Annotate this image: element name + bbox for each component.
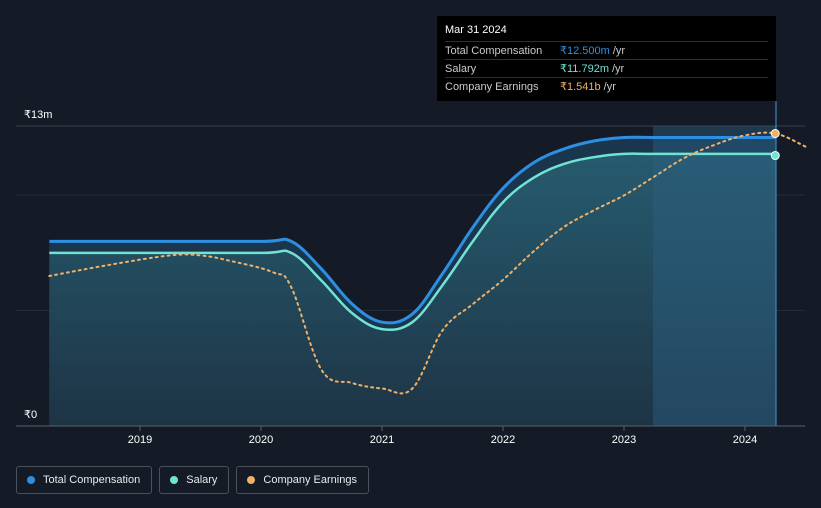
legend-label: Salary xyxy=(186,474,218,486)
salary-marker xyxy=(770,151,780,161)
tooltip-value: ₹1.541b xyxy=(560,81,601,93)
tooltip-label: Salary xyxy=(445,62,477,75)
series-areas xyxy=(49,137,776,426)
tooltip-unit: /yr xyxy=(612,62,625,75)
legend-item-company-earnings[interactable]: Company Earnings xyxy=(236,466,369,494)
x-tick-label: 2023 xyxy=(612,434,636,446)
tooltip-row-total-compensation: Total Compensation ₹12.500m /yr xyxy=(445,41,768,59)
legend-dot-icon xyxy=(27,476,35,484)
tooltip-unit: /yr xyxy=(603,80,616,93)
legend-item-total-compensation[interactable]: Total Compensation xyxy=(16,466,153,494)
company-earnings-line xyxy=(48,131,807,395)
hover-markers xyxy=(770,129,780,161)
tooltip-value: ₹12.500m xyxy=(560,45,610,57)
salary-area xyxy=(49,153,776,426)
series-lines xyxy=(48,131,807,395)
x-tick-label: 2020 xyxy=(249,434,273,446)
tooltip-row-salary: Salary ₹11.792m /yr xyxy=(445,59,768,77)
tooltip-unit: /yr xyxy=(612,44,626,57)
x-tick-label: 2019 xyxy=(128,434,152,446)
x-axis-ticks: 2019 2020 2021 2022 2023 2024 xyxy=(128,426,757,446)
tooltip-value: ₹11.792m xyxy=(560,63,609,75)
company-earnings-marker xyxy=(770,129,780,138)
salary-line xyxy=(49,152,776,332)
tooltip-label: Total Compensation xyxy=(445,44,543,57)
total-compensation-line xyxy=(49,135,776,325)
tooltip-label: Company Earnings xyxy=(445,80,539,93)
x-tick-label: 2022 xyxy=(491,434,515,446)
legend-label: Company Earnings xyxy=(263,474,357,486)
y-tick-bottom: ₹0 xyxy=(24,409,38,421)
tooltip-row-company-earnings: Company Earnings ₹1.541b /yr xyxy=(445,77,768,95)
legend-item-salary[interactable]: Salary xyxy=(159,466,230,494)
forecast-highlight xyxy=(653,126,776,426)
tooltip: Mar 31 2024 Total Compensation ₹12.500m … xyxy=(437,16,776,101)
legend-dot-icon xyxy=(170,476,179,484)
tooltip-date: Mar 31 2024 xyxy=(445,24,507,36)
x-tick-label: 2024 xyxy=(733,434,757,446)
legend: Total Compensation Salary Company Earnin… xyxy=(16,466,369,494)
x-tick-label: 2021 xyxy=(370,434,394,446)
legend-label: Total Compensation xyxy=(43,474,141,486)
legend-dot-icon xyxy=(247,476,256,484)
y-tick-top: ₹13m xyxy=(24,109,53,121)
